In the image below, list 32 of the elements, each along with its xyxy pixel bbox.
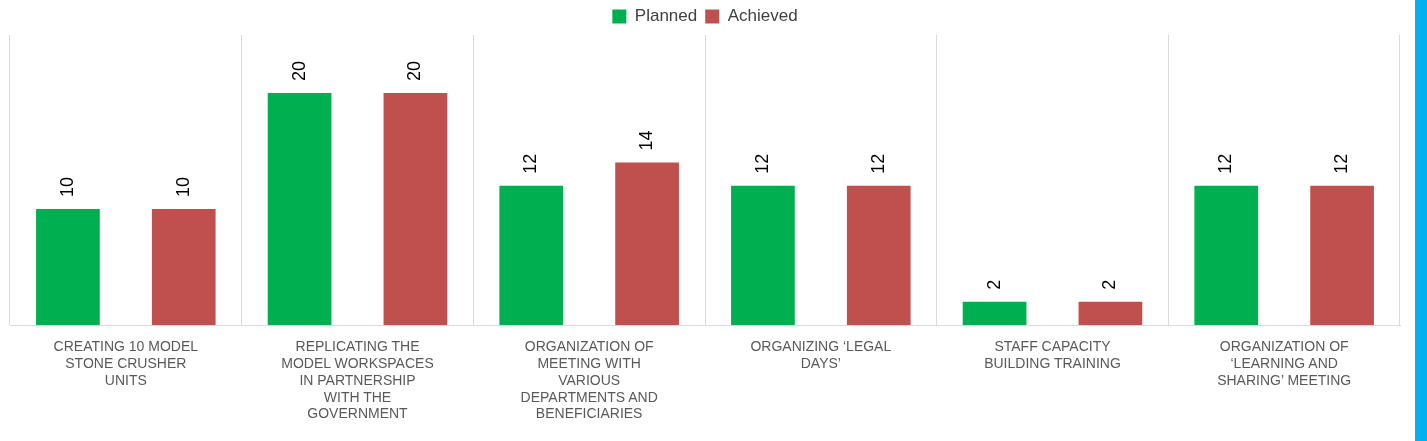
x-tick-label: ORGANIZING ‘LEGAL DAYS’ xyxy=(750,338,892,372)
x-tick-label: STAFF CAPACITY BUILDING TRAINING xyxy=(984,338,1121,372)
bar xyxy=(267,93,332,325)
legend-label: Achieved xyxy=(727,6,798,26)
data-label: 20 xyxy=(288,60,309,81)
data-label: 2 xyxy=(983,279,1004,290)
bar xyxy=(1310,185,1374,325)
data-label: 12 xyxy=(751,153,772,174)
bar xyxy=(1078,301,1143,325)
x-tick-label: REPLICATING THE MODEL WORKSPACES IN PARTNERSHIP WITH THE GOVERNMENT xyxy=(281,338,434,422)
bar xyxy=(846,185,911,325)
data-label: 12 xyxy=(1215,153,1236,174)
bar xyxy=(383,93,448,325)
data-label: 20 xyxy=(404,60,425,81)
bar xyxy=(1194,185,1259,325)
data-label: 2 xyxy=(1099,279,1120,290)
bar xyxy=(36,209,100,325)
bar xyxy=(962,301,1027,325)
x-tick-label: ORGANIZATION OF MEETING WITH VARIOUS DEPARTMENTS AND BENEFICIARIES xyxy=(520,338,658,422)
x-tick-label: ORGANIZATION OF ‘LEARNING AND SHARING’ MEETING xyxy=(1217,338,1352,388)
x-tick-label: CREATING 10 MODEL STONE CRUSHER UNITS xyxy=(53,338,199,388)
legend-label: Planned xyxy=(634,6,698,26)
bar xyxy=(615,162,679,325)
data-label: 10 xyxy=(56,176,77,197)
data-label: 14 xyxy=(636,130,657,151)
bar xyxy=(151,209,216,325)
data-label: 10 xyxy=(172,176,193,197)
data-label: 12 xyxy=(520,153,541,174)
data-label: 12 xyxy=(1331,153,1352,174)
bar xyxy=(731,185,795,325)
data-label: 12 xyxy=(867,153,888,174)
bar xyxy=(499,185,564,325)
